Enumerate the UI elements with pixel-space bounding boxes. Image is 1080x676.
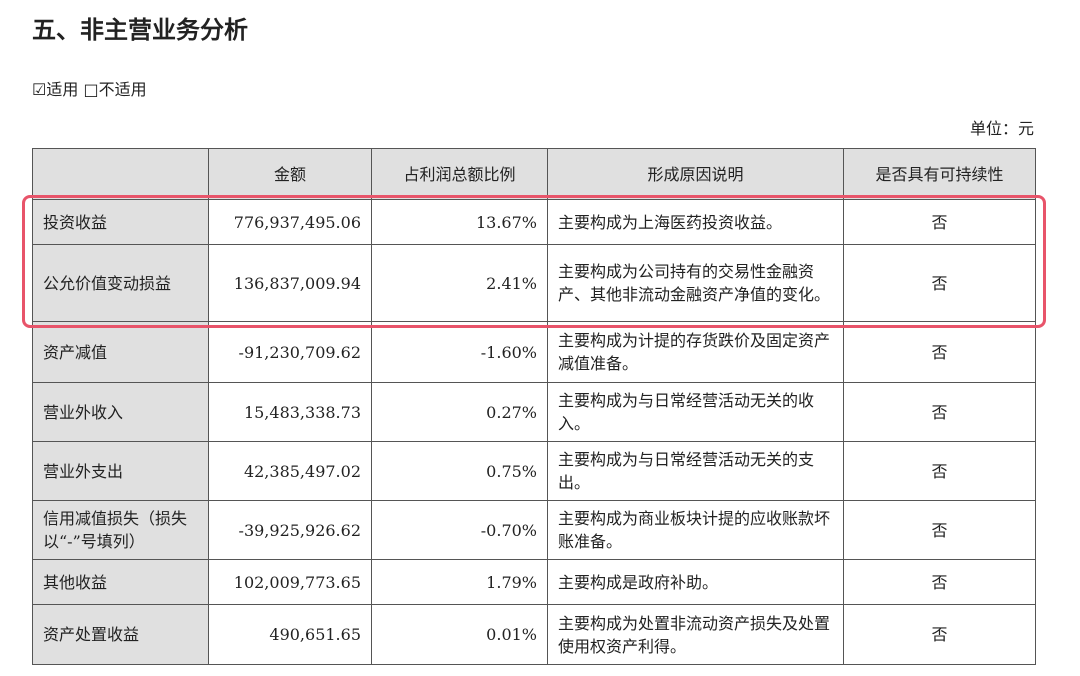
row-amount: 15,483,338.73	[208, 382, 372, 442]
row-reason: 主要构成为计提的存货跌价及固定资产减值准备。	[547, 321, 844, 383]
row-reason: 主要构成为处置非流动资产损失及处置使用权资产利得。	[547, 604, 844, 665]
row-reason: 主要构成为公司持有的交易性金融资产、其他非流动金融资产净值的变化。	[547, 244, 844, 322]
row-amount: 102,009,773.65	[208, 559, 372, 605]
row-reason: 主要构成是政府补助。	[547, 559, 844, 605]
header-reason: 形成原因说明	[547, 148, 844, 200]
row-ratio: 0.75%	[371, 441, 548, 501]
row-ratio: -0.70%	[371, 500, 548, 560]
row-item: 资产减值	[32, 321, 209, 383]
row-amount: -39,925,926.62	[208, 500, 372, 560]
row-item: 营业外收入	[32, 382, 209, 442]
section-title: 五、非主营业务分析	[32, 16, 248, 44]
table-row: 资产处置收益 490,651.65 0.01% 主要构成为处置非流动资产损失及处置使用…	[32, 604, 1036, 665]
table-header: 金额 占利润总额比例 形成原因说明 是否具有可持续性	[32, 148, 1036, 200]
row-sustainable: 否	[843, 559, 1036, 605]
table-row: 资产减值 -91,230,709.62 -1.60% 主要构成为计提的存货跌价及固定资…	[32, 321, 1036, 383]
header-item	[32, 148, 209, 200]
row-sustainable: 否	[843, 500, 1036, 560]
row-reason: 主要构成为商业板块计提的应收账款坏账准备。	[547, 500, 844, 560]
table-row: 营业外收入 15,483,338.73 0.27% 主要构成为与日常经营活动无关的收入…	[32, 382, 1036, 442]
row-ratio: 2.41%	[371, 244, 548, 322]
table-row: 公允价值变动损益 136,837,009.94 2.41% 主要构成为公司持有的交易性…	[32, 244, 1036, 322]
applicable-checked: ☑适用	[32, 80, 79, 99]
row-sustainable: 否	[843, 244, 1036, 322]
row-item: 资产处置收益	[32, 604, 209, 665]
row-sustainable: 否	[843, 604, 1036, 665]
row-ratio: 0.01%	[371, 604, 548, 665]
header-ratio: 占利润总额比例	[371, 148, 548, 200]
applicability: ☑适用 □不适用	[32, 76, 147, 100]
row-amount: 490,651.65	[208, 604, 372, 665]
table-row: 信用减值损失（损失以“-”号填列） -39,925,926.62 -0.70% 主要构…	[32, 500, 1036, 560]
row-item: 投资收益	[32, 199, 209, 245]
row-amount: 136,837,009.94	[208, 244, 372, 322]
row-item: 营业外支出	[32, 441, 209, 501]
row-item: 公允价值变动损益	[32, 244, 209, 322]
row-amount: -91,230,709.62	[208, 321, 372, 383]
row-amount: 776,937,495.06	[208, 199, 372, 245]
row-sustainable: 否	[843, 321, 1036, 383]
non-core-business-table: 金额 占利润总额比例 形成原因说明 是否具有可持续性 投资收益 776,937,4…	[32, 148, 1036, 665]
row-ratio: 13.67%	[371, 199, 548, 245]
row-sustainable: 否	[843, 199, 1036, 245]
table-row: 营业外支出 42,385,497.02 0.75% 主要构成为与日常经营活动无关的支出…	[32, 441, 1036, 501]
row-ratio: 0.27%	[371, 382, 548, 442]
row-amount: 42,385,497.02	[208, 441, 372, 501]
header-sustainable: 是否具有可持续性	[843, 148, 1036, 200]
header-amount: 金额	[208, 148, 372, 200]
table-row: 其他收益 102,009,773.65 1.79% 主要构成是政府补助。否	[32, 559, 1036, 605]
table-row: 投资收益 776,937,495.06 13.67% 主要构成为上海医药投资收益。否	[32, 199, 1036, 245]
row-sustainable: 否	[843, 441, 1036, 501]
row-reason: 主要构成为与日常经营活动无关的支出。	[547, 441, 844, 501]
row-item: 其他收益	[32, 559, 209, 605]
row-item: 信用减值损失（损失以“-”号填列）	[32, 500, 209, 560]
applicable-unchecked: □不适用	[83, 80, 147, 99]
row-ratio: 1.79%	[371, 559, 548, 605]
row-reason: 主要构成为与日常经营活动无关的收入。	[547, 382, 844, 442]
row-reason: 主要构成为上海医药投资收益。	[547, 199, 844, 245]
unit-label: 单位：元	[969, 119, 1034, 138]
row-ratio: -1.60%	[371, 321, 548, 383]
row-sustainable: 否	[843, 382, 1036, 442]
